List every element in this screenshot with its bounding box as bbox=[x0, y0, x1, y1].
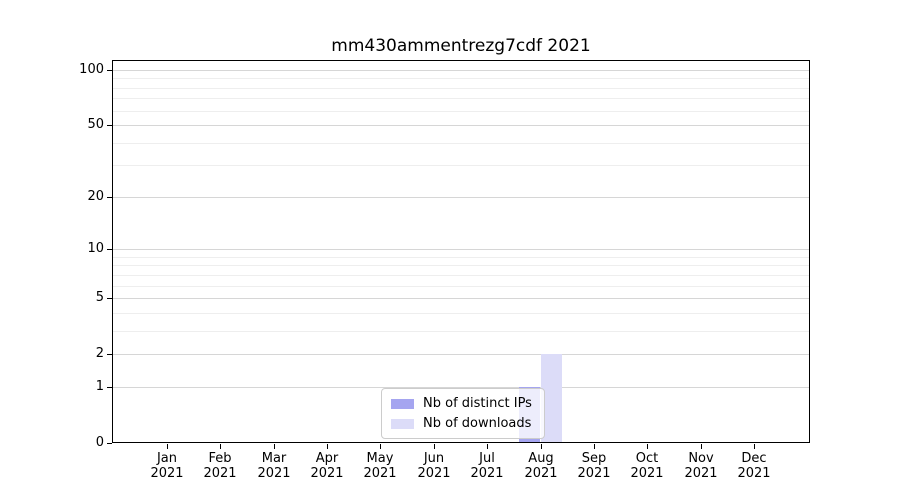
grid-minor-line bbox=[113, 143, 809, 144]
x-tick-label: Aug 2021 bbox=[524, 451, 558, 481]
legend-row: Nb of downloads bbox=[391, 416, 534, 431]
grid-major-line bbox=[113, 70, 809, 71]
legend-swatch-icon bbox=[391, 418, 414, 429]
grid-major-line bbox=[113, 354, 809, 355]
y-tick-mark bbox=[107, 125, 112, 126]
y-tick-label: 5 bbox=[95, 290, 104, 305]
y-tick-label: 2 bbox=[95, 346, 104, 361]
grid-minor-line bbox=[113, 265, 809, 266]
y-tick-label: 10 bbox=[87, 241, 104, 256]
y-tick-label: 0 bbox=[95, 435, 104, 450]
legend: Nb of distinct IPs Nb of downloads bbox=[381, 388, 545, 439]
x-tick-label: Oct 2021 bbox=[630, 451, 664, 481]
x-tick-mark bbox=[594, 444, 595, 449]
x-tick-mark bbox=[701, 444, 702, 449]
grid-minor-line bbox=[113, 286, 809, 287]
grid-minor-line bbox=[113, 313, 809, 314]
grid-minor-line bbox=[113, 275, 809, 276]
legend-row: Nb of distinct IPs bbox=[391, 396, 534, 411]
chart-title: mm430ammentrezg7cdf 2021 bbox=[331, 36, 591, 56]
x-tick-mark bbox=[541, 444, 542, 449]
x-tick-mark bbox=[754, 444, 755, 449]
y-tick-mark bbox=[107, 443, 112, 444]
bar-downloads bbox=[540, 354, 562, 443]
grid-minor-line bbox=[113, 111, 809, 112]
y-tick-mark bbox=[107, 298, 112, 299]
y-tick-label: 1 bbox=[95, 379, 104, 394]
plot-frame bbox=[112, 60, 810, 443]
x-tick-mark bbox=[487, 444, 488, 449]
x-tick-label: Apr 2021 bbox=[310, 451, 344, 481]
x-tick-mark bbox=[380, 444, 381, 449]
grid-minor-line bbox=[113, 78, 809, 79]
x-tick-label: Feb 2021 bbox=[203, 451, 237, 481]
grid-major-line bbox=[113, 387, 809, 388]
x-tick-label: May 2021 bbox=[363, 451, 397, 481]
y-tick-mark bbox=[107, 249, 112, 250]
grid-major-line bbox=[113, 249, 809, 250]
x-tick-mark bbox=[434, 444, 435, 449]
y-tick-mark bbox=[107, 387, 112, 388]
x-tick-mark bbox=[327, 444, 328, 449]
x-tick-label: Sep 2021 bbox=[577, 451, 611, 481]
grid-minor-line bbox=[113, 165, 809, 166]
legend-label: Nb of downloads bbox=[423, 416, 532, 431]
x-tick-label: Mar 2021 bbox=[257, 451, 291, 481]
x-tick-mark bbox=[647, 444, 648, 449]
grid-minor-line bbox=[113, 331, 809, 332]
grid-major-line bbox=[113, 197, 809, 198]
grid-minor-line bbox=[113, 88, 809, 89]
x-tick-label: Jan 2021 bbox=[150, 451, 184, 481]
legend-label: Nb of distinct IPs bbox=[423, 396, 532, 411]
x-tick-label: Nov 2021 bbox=[684, 451, 718, 481]
y-tick-label: 20 bbox=[87, 189, 104, 204]
x-tick-mark bbox=[220, 444, 221, 449]
grid-major-line bbox=[113, 298, 809, 299]
y-tick-mark bbox=[107, 70, 112, 71]
y-tick-label: 50 bbox=[87, 117, 104, 132]
y-tick-label: 100 bbox=[79, 62, 104, 77]
x-tick-label: Jun 2021 bbox=[417, 451, 451, 481]
y-tick-mark bbox=[107, 197, 112, 198]
x-tick-label: Jul 2021 bbox=[470, 451, 504, 481]
grid-major-line bbox=[113, 125, 809, 126]
grid-minor-line bbox=[113, 98, 809, 99]
x-tick-mark bbox=[274, 444, 275, 449]
y-tick-mark bbox=[107, 354, 112, 355]
x-tick-mark bbox=[167, 444, 168, 449]
legend-swatch-icon bbox=[391, 398, 414, 409]
grid-minor-line bbox=[113, 257, 809, 258]
x-tick-label: Dec 2021 bbox=[737, 451, 771, 481]
